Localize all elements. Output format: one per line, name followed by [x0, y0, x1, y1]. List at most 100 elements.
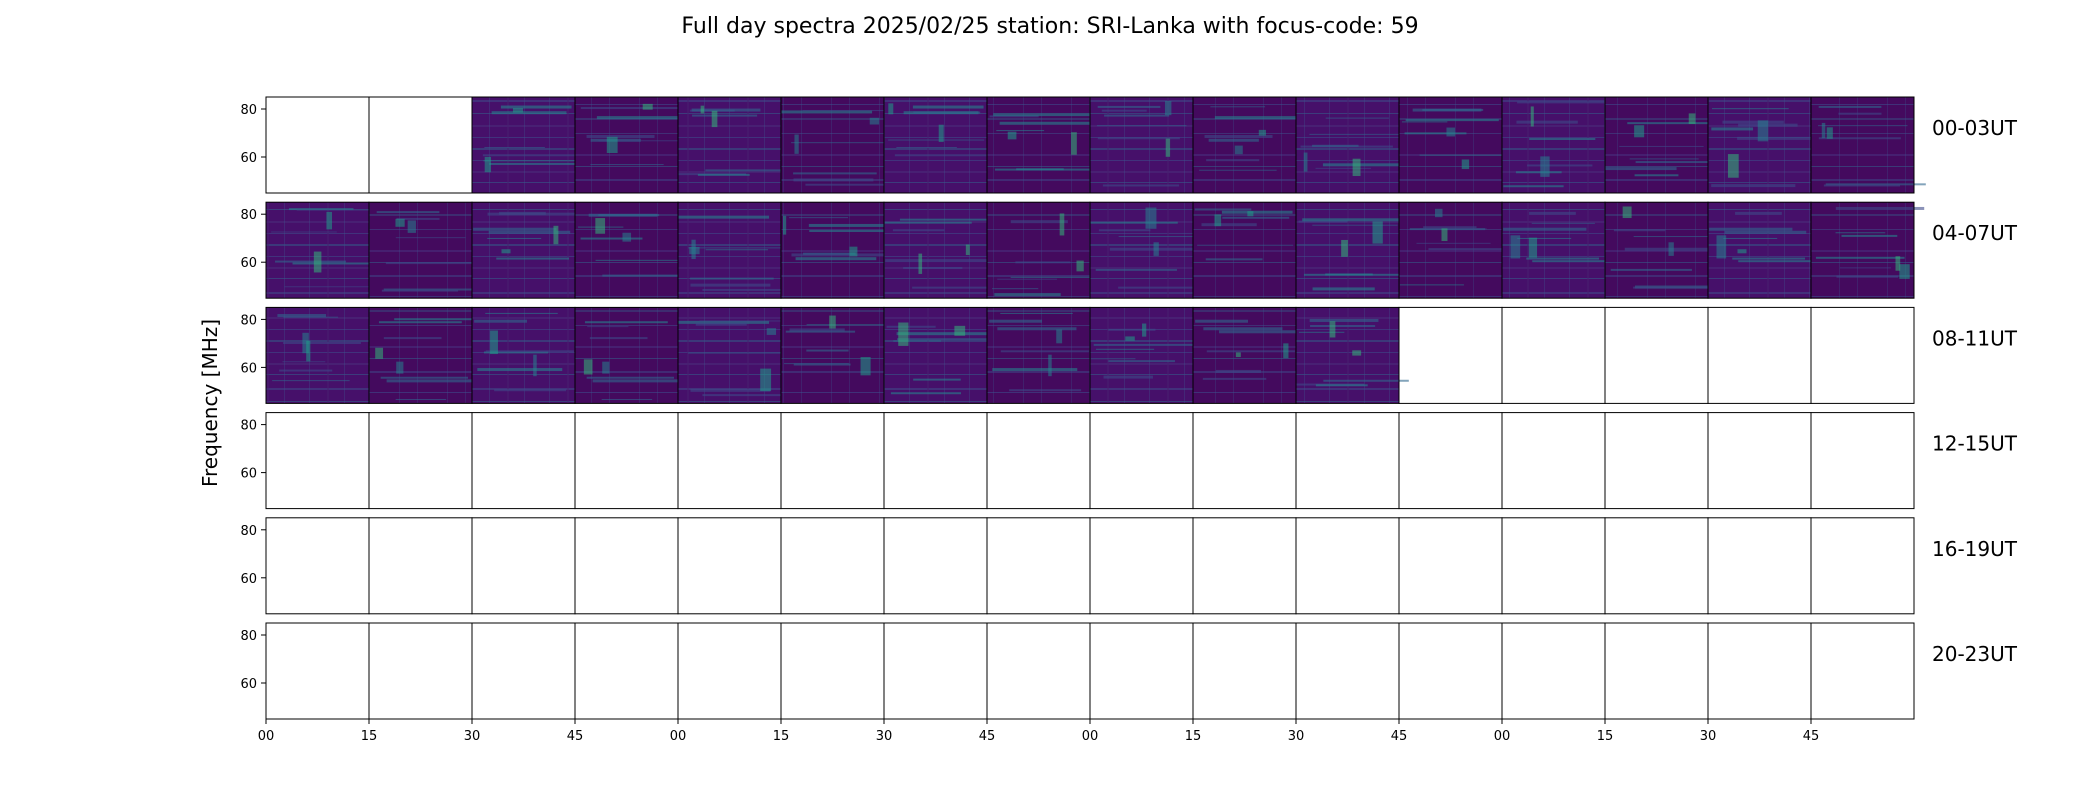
y-tick-label: 60	[240, 361, 257, 376]
spectrum-panel	[471, 96, 587, 194]
spectrum-panel	[1295, 96, 1413, 194]
spectrum-panel	[986, 96, 1099, 194]
spectrum-panel	[265, 201, 392, 299]
y-tick-label: 60	[240, 572, 257, 587]
empty-panel	[1707, 306, 1812, 404]
empty-panel	[883, 622, 988, 720]
spectrum-panel	[265, 306, 370, 404]
empty-panel	[1295, 622, 1400, 720]
spectrum-panel	[780, 306, 888, 404]
y-tick-label: 60	[240, 151, 257, 166]
spectrum-panel	[1295, 201, 1406, 299]
y-tick-label: 80	[240, 313, 257, 328]
empty-panel	[986, 412, 1091, 510]
empty-panel	[471, 517, 576, 615]
empty-panel	[368, 622, 473, 720]
row-label: 08-11UT	[1932, 326, 2018, 350]
spectrum-panel	[883, 96, 990, 194]
y-tick-label: 80	[240, 208, 257, 223]
spectrum-panel	[1707, 96, 1828, 194]
spectra-row: 60 80	[240, 412, 1915, 510]
empty-panel	[1398, 517, 1503, 615]
spectrum-panel	[574, 306, 687, 404]
spectrum-panel	[883, 201, 991, 299]
empty-panel	[883, 517, 988, 615]
empty-panel	[1810, 306, 1915, 404]
empty-panel	[1295, 517, 1400, 615]
x-tick-label: 45	[979, 729, 996, 744]
empty-panel	[574, 622, 679, 720]
empty-panel	[265, 96, 370, 194]
empty-panel	[780, 412, 885, 510]
x-tick-label: 30	[1288, 729, 1305, 744]
empty-panel	[1810, 517, 1915, 615]
x-tick-label: 15	[361, 729, 378, 744]
x-tick-label: 00	[670, 729, 687, 744]
empty-panel	[1089, 622, 1194, 720]
empty-panel	[574, 517, 679, 615]
spectrum-panel	[780, 96, 902, 194]
y-tick-label: 60	[240, 256, 257, 271]
empty-panel	[1810, 412, 1915, 510]
spectrum-panel	[1192, 201, 1297, 299]
empty-panel	[986, 517, 1091, 615]
empty-panel	[471, 622, 576, 720]
empty-panel	[1295, 412, 1400, 510]
spectrum-panel	[1192, 96, 1310, 194]
x-tick-label: 45	[1803, 729, 1820, 744]
empty-panel	[265, 622, 370, 720]
row-label: 16-19UT	[1932, 537, 2018, 561]
empty-panel	[1810, 622, 1915, 720]
x-tick-label: 15	[1185, 729, 1202, 744]
y-tick-label: 80	[240, 103, 257, 118]
empty-panel	[1398, 306, 1503, 404]
empty-panel	[677, 622, 782, 720]
empty-panel	[986, 622, 1091, 720]
spectrum-panel	[780, 201, 910, 299]
empty-panel	[780, 517, 885, 615]
empty-panel	[1192, 517, 1297, 615]
row-labels-layer: 00-03UT 04-07UT 08-11UT 12-15UT 16-19UT 20-23…	[1932, 116, 2018, 666]
x-tick-label: 45	[1391, 729, 1408, 744]
y-tick-label: 60	[240, 677, 257, 692]
x-ticks-layer: 00 15 30 45 00 15 30 45 00 15 30 45 00 15 30 45	[258, 719, 1820, 744]
spectrum-panel	[574, 201, 688, 299]
empty-panel	[1089, 517, 1194, 615]
spectra-row: 60 80	[240, 306, 1915, 404]
empty-panel	[677, 517, 782, 615]
x-tick-label: 45	[567, 729, 584, 744]
spectrum-panel	[1707, 201, 1818, 299]
chart-title: Full day spectra 2025/02/25 station: SRI…	[681, 14, 1418, 39]
empty-panel	[1604, 306, 1709, 404]
x-tick-label: 00	[1082, 729, 1099, 744]
x-tick-label: 00	[258, 729, 275, 744]
x-tick-label: 15	[1597, 729, 1614, 744]
y-axis-label: Frequency [MHz]	[198, 319, 222, 487]
spectrum-panel	[677, 306, 799, 404]
empty-panel	[1501, 412, 1606, 510]
spectrum-panel	[986, 306, 1091, 404]
spectra-row: 60 80	[240, 517, 1915, 615]
empty-panel	[1089, 412, 1194, 510]
spectrum-panel	[1089, 306, 1194, 404]
empty-panel	[471, 412, 576, 510]
empty-panel	[1192, 412, 1297, 510]
empty-panel	[883, 412, 988, 510]
y-tick-label: 80	[240, 629, 257, 644]
empty-panel	[1604, 517, 1709, 615]
spectrum-panel	[1810, 201, 1925, 299]
row-label: 04-07UT	[1932, 221, 2018, 245]
empty-panel	[1604, 412, 1709, 510]
spectra-row: 60 80	[240, 96, 1926, 194]
spectrum-panel	[471, 306, 576, 404]
panels-layer: 60 80 60 80 60 80 60 80 60 80 60 80	[240, 96, 1926, 720]
empty-panel	[780, 622, 885, 720]
empty-panel	[1707, 412, 1812, 510]
spectrum-panel	[574, 96, 692, 194]
spectrum-panel	[368, 306, 481, 404]
empty-panel	[265, 517, 370, 615]
row-label: 12-15UT	[1932, 432, 2018, 456]
y-tick-label: 60	[240, 467, 257, 482]
spectrum-panel	[1089, 96, 1194, 194]
empty-panel	[368, 96, 473, 194]
